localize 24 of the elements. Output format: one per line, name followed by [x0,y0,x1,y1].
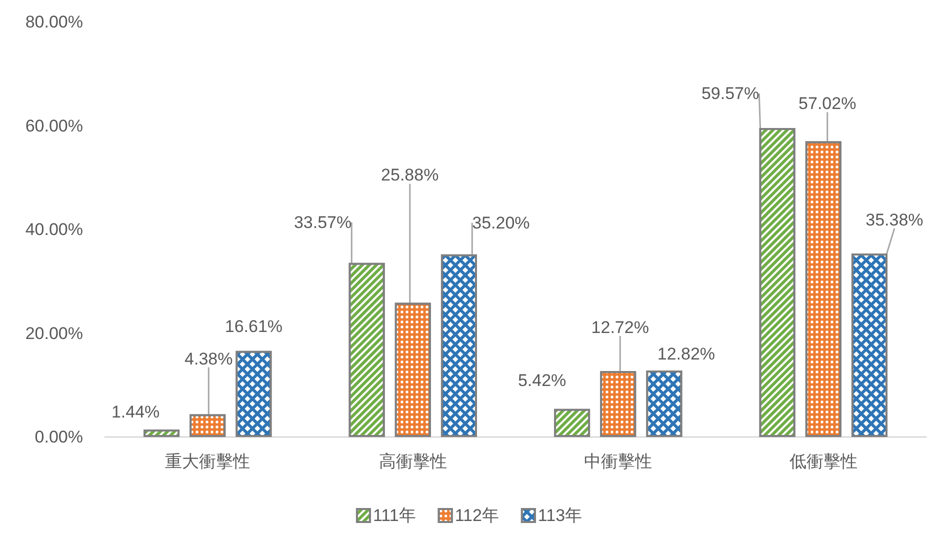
x-tick-label: 高衝擊性 [378,452,447,471]
data-label: 59.57% [701,84,760,103]
y-tick-label: 40.00% [25,220,83,239]
data-label: 12.82% [657,344,716,364]
x-tick-label: 重大衝擊性 [165,452,250,471]
legend-label: 113年 [538,506,582,525]
data-label: 57.02% [798,94,856,114]
data-label: 12.72% [591,318,649,338]
data-label: 4.38% [184,349,233,368]
x-tick-label: 低衝擊性 [789,452,858,471]
data-label: 5.42% [518,370,566,390]
legend-label: 111年 [372,506,416,525]
y-tick-label: 0.00% [34,428,83,446]
y-tick-label: 20.00% [25,324,83,343]
data-label: 25.88% [381,166,439,185]
y-tick-label: 80.00% [25,12,83,32]
x-tick-label: 中衝擊性 [584,452,652,471]
legend-label: 112年 [454,506,499,525]
data-label: 16.61% [224,316,283,336]
y-tick-label: 60.00% [25,116,83,136]
data-label: 35.38% [866,210,924,230]
data-label: 35.20% [472,213,530,232]
data-label: 1.44% [111,402,160,422]
data-label: 33.57% [294,212,352,232]
